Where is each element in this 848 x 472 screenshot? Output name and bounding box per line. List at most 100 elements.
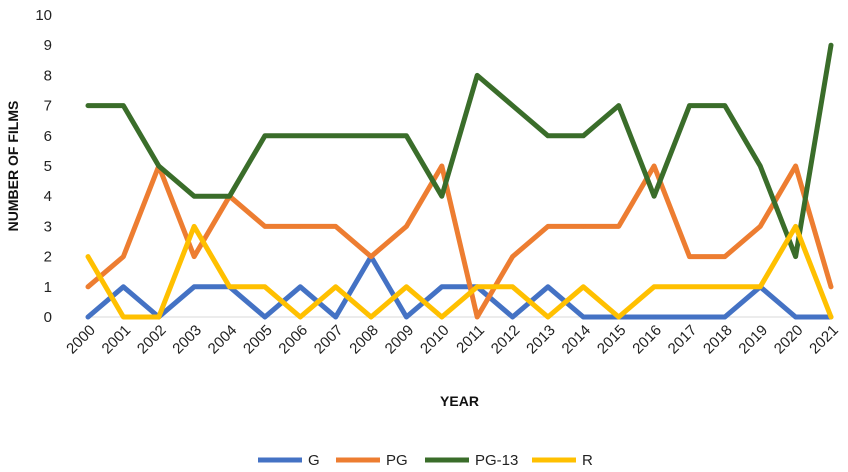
legend-label: PG-13 <box>475 452 518 469</box>
data-point <box>404 133 409 138</box>
data-point <box>581 284 586 289</box>
y-tick-label: 0 <box>44 309 52 326</box>
data-point <box>510 103 515 108</box>
y-axis-ticks: 0 1 2 3 4 5 6 7 8 9 10 <box>35 7 52 326</box>
data-point <box>121 314 126 320</box>
data-point <box>758 163 763 169</box>
data-point <box>828 314 834 320</box>
x-tick-label: 2012 <box>488 322 524 358</box>
data-point <box>793 254 798 259</box>
data-point <box>758 224 763 229</box>
data-point <box>439 163 445 169</box>
data-point <box>722 284 728 289</box>
x-tick-label: 2014 <box>559 322 595 358</box>
data-point <box>191 224 197 229</box>
y-tick-label: 2 <box>44 249 52 266</box>
data-point <box>298 224 303 229</box>
data-point <box>368 133 374 138</box>
data-point <box>191 254 197 259</box>
x-tick-label: 2009 <box>382 322 418 358</box>
data-point <box>474 284 480 289</box>
x-tick-label: 2000 <box>63 322 99 358</box>
x-tick-label: 2015 <box>594 322 630 358</box>
x-tick-label: 2007 <box>311 322 347 358</box>
data-point <box>439 314 445 320</box>
series-line-1 <box>85 163 834 320</box>
y-axis-title: NUMBER OF FILMS <box>5 101 21 232</box>
y-tick-label: 4 <box>44 188 52 205</box>
x-tick-label: 2003 <box>169 322 205 358</box>
data-point <box>616 224 621 229</box>
data-point <box>510 284 515 289</box>
y-tick-label: 1 <box>44 279 52 296</box>
data-point <box>368 254 374 259</box>
data-point <box>793 163 798 169</box>
y-tick-label: 9 <box>44 37 52 54</box>
data-point <box>156 314 161 320</box>
x-tick-label: 2002 <box>134 322 170 358</box>
x-tick-label: 2001 <box>99 322 135 358</box>
data-point <box>651 314 657 320</box>
x-tick-label: 2017 <box>665 322 701 358</box>
data-point <box>333 314 338 320</box>
data-point <box>722 314 728 320</box>
data-point <box>687 314 692 320</box>
data-point <box>545 314 551 320</box>
y-tick-label: 3 <box>44 218 52 235</box>
x-tick-label: 2011 <box>453 322 488 357</box>
data-point <box>616 314 621 320</box>
data-point <box>262 284 268 289</box>
data-point <box>121 254 126 259</box>
data-point <box>545 133 551 138</box>
data-point <box>581 133 586 138</box>
data-point <box>298 133 303 138</box>
data-point <box>262 224 268 229</box>
data-point <box>828 43 834 48</box>
data-point <box>722 103 728 108</box>
data-point <box>545 224 551 229</box>
data-point <box>404 284 409 289</box>
data-point <box>510 314 515 320</box>
data-point <box>793 314 798 320</box>
data-point <box>368 314 374 320</box>
series-line-2 <box>85 42 834 260</box>
data-point <box>298 314 303 320</box>
legend-label: R <box>582 452 593 469</box>
y-tick-label: 8 <box>44 67 52 84</box>
x-tick-label: 2010 <box>417 322 453 358</box>
data-point <box>793 224 798 229</box>
x-tick-label: 2008 <box>346 322 382 358</box>
data-point <box>651 194 657 199</box>
data-point <box>227 284 232 289</box>
data-point <box>121 284 126 289</box>
x-axis-ticks: 2000 2001 2002 2003 2004 2005 2006 2007 2008 2009… <box>63 322 842 358</box>
data-point <box>85 284 91 289</box>
data-point <box>404 314 409 320</box>
data-point <box>758 284 763 289</box>
y-tick-label: 10 <box>35 7 52 24</box>
data-point <box>828 284 834 289</box>
data-point <box>333 284 338 289</box>
data-point <box>298 284 303 289</box>
data-point <box>722 254 728 259</box>
data-point <box>85 314 91 320</box>
data-point <box>227 194 232 199</box>
data-point <box>439 284 445 289</box>
x-tick-label: 2006 <box>275 322 311 358</box>
data-point <box>333 224 338 229</box>
data-point <box>404 224 409 229</box>
data-point <box>510 254 515 259</box>
data-point <box>333 133 338 138</box>
x-tick-label: 2004 <box>205 322 241 358</box>
x-tick-label: 2018 <box>700 322 736 358</box>
data-point <box>262 133 268 138</box>
data-point <box>581 314 586 320</box>
x-tick-label: 2020 <box>771 322 807 358</box>
y-tick-label: 5 <box>44 158 52 175</box>
data-point <box>651 284 657 289</box>
data-point <box>191 194 197 199</box>
x-tick-label: 2013 <box>523 322 559 358</box>
data-point <box>156 163 161 169</box>
data-point <box>262 314 268 320</box>
